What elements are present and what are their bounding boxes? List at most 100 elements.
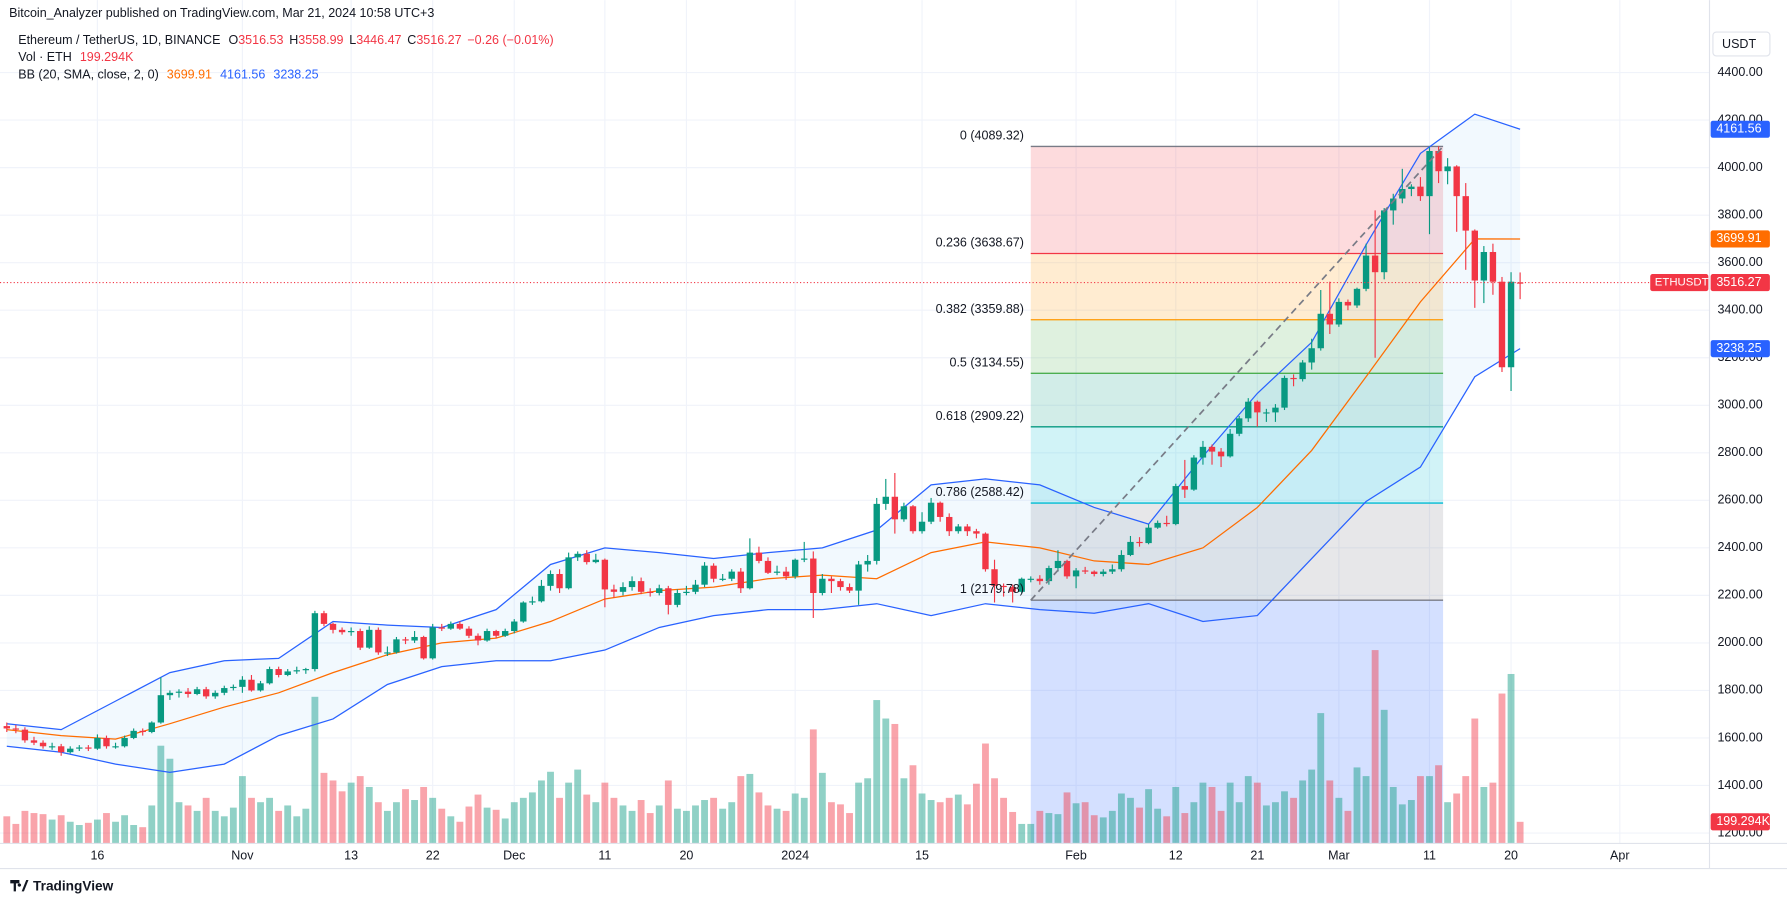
candle-body [85, 747, 92, 749]
currency-button[interactable] [1712, 31, 1771, 57]
bb-value: 3699.91 [167, 68, 212, 82]
candle-body [67, 748, 74, 753]
candle-body [384, 652, 391, 654]
candle-body [565, 557, 572, 589]
candle-body [366, 629, 373, 648]
candle-body [1226, 433, 1234, 457]
volume-bar [1281, 791, 1288, 844]
candle-body [94, 737, 101, 749]
candle-body [175, 691, 183, 693]
candle-body [1516, 282, 1524, 284]
candle-body [556, 573, 563, 589]
volume-bar [1426, 776, 1433, 844]
candle-body [21, 729, 29, 741]
currency[interactable]: USDT [1722, 37, 1756, 51]
candle-body [1308, 348, 1315, 363]
candle-body [927, 502, 935, 522]
volume-bar [184, 805, 192, 844]
ohlc-value: 3558.99 [298, 33, 343, 47]
footer-logo: TradingView [10, 878, 114, 893]
x-tick-label: 15 [915, 848, 929, 862]
candle-body [900, 506, 908, 520]
volume-bar [1117, 793, 1125, 844]
candle-body [1272, 407, 1279, 413]
overlay: 0 (4089.32) 0.236 (3638.67) 0.382 (3359.88… [0, 128, 1710, 601]
axis-marker [1710, 813, 1770, 831]
candle-body [30, 740, 38, 743]
volume-bar [601, 782, 609, 844]
candle-body [1371, 255, 1379, 273]
candle-body [230, 686, 237, 689]
volume-bar [465, 806, 473, 844]
change: −0.26 (−0.01%) [467, 33, 553, 47]
volume-bar [936, 802, 944, 844]
volume-bar [48, 819, 56, 844]
fib-label: 0.786 (2588.42) [936, 485, 1024, 499]
volume-bar [157, 745, 165, 844]
candle-body [483, 631, 491, 641]
candle-body [293, 670, 300, 672]
volume-bar [1362, 776, 1370, 844]
candle-body [782, 571, 790, 577]
volume-bar [1054, 814, 1062, 844]
candle-body [429, 627, 436, 659]
candle-body [139, 730, 146, 733]
candle-body [610, 589, 618, 592]
candle-body [157, 695, 165, 723]
volume-bar [1208, 786, 1216, 844]
ohlc-value: 3446.47 [356, 33, 401, 47]
volume-bar [873, 700, 881, 844]
volume-bar [837, 804, 844, 844]
candle-body [239, 679, 246, 687]
x-tick-label: 11 [598, 848, 611, 862]
legend-bb: BB (20, SMA, close, 2, 0) 3699.91 4161.5… [18, 68, 318, 82]
volume-bar [1407, 800, 1415, 844]
volume-bar [574, 769, 582, 844]
candle-body [12, 728, 20, 730]
symbol-marker [1650, 274, 1709, 292]
candle-body [202, 689, 210, 697]
bb-label: BB (20, SMA, close, 2, 0) [18, 68, 159, 82]
candle-body [746, 552, 754, 589]
volume-bar [1163, 816, 1171, 844]
volume-bar [927, 800, 935, 844]
candle-body [1353, 288, 1361, 306]
candle-body [1018, 578, 1025, 592]
volume-bar [547, 771, 554, 844]
volume-bar [275, 810, 283, 844]
x-tick-label: Nov [231, 848, 254, 862]
candle-body [547, 573, 554, 586]
candle-body [1127, 541, 1134, 555]
y-tick-label: 1400.00 [1717, 778, 1762, 792]
x-tick-label: 16 [90, 848, 104, 862]
volume-bar [248, 797, 255, 844]
candle-body [574, 553, 581, 558]
volume-bar [900, 778, 908, 844]
candle-body [846, 587, 853, 591]
volume-bar [1317, 713, 1325, 844]
volume-bar [383, 810, 391, 844]
bb-line [6, 238, 1521, 740]
volume-bar [1398, 804, 1406, 844]
candle-body [1217, 451, 1225, 457]
bb-line [6, 348, 1521, 774]
volume-bar [1000, 797, 1008, 844]
volume-bar [864, 778, 872, 844]
candle-body [1154, 522, 1161, 528]
candle-body [737, 571, 744, 589]
axis-marker-label: 199.294K [1716, 814, 1770, 828]
candle-body [1453, 166, 1460, 197]
candle-body [1281, 377, 1288, 408]
volume-bar [1389, 786, 1397, 844]
candle-body [1417, 186, 1424, 197]
volume-bar [21, 810, 29, 844]
volume-bar [728, 802, 736, 844]
candle-body [1408, 186, 1415, 190]
candle-body [275, 669, 282, 675]
volume-bar [3, 816, 11, 844]
candle-body [212, 692, 219, 697]
axis-markers: 4161.56 3699.91 3238.25 3516.27 ETHUSDT 199.2… [1650, 120, 1771, 831]
candle-body [1335, 301, 1343, 325]
volume-bar [320, 772, 328, 844]
volume-bar [882, 718, 890, 844]
